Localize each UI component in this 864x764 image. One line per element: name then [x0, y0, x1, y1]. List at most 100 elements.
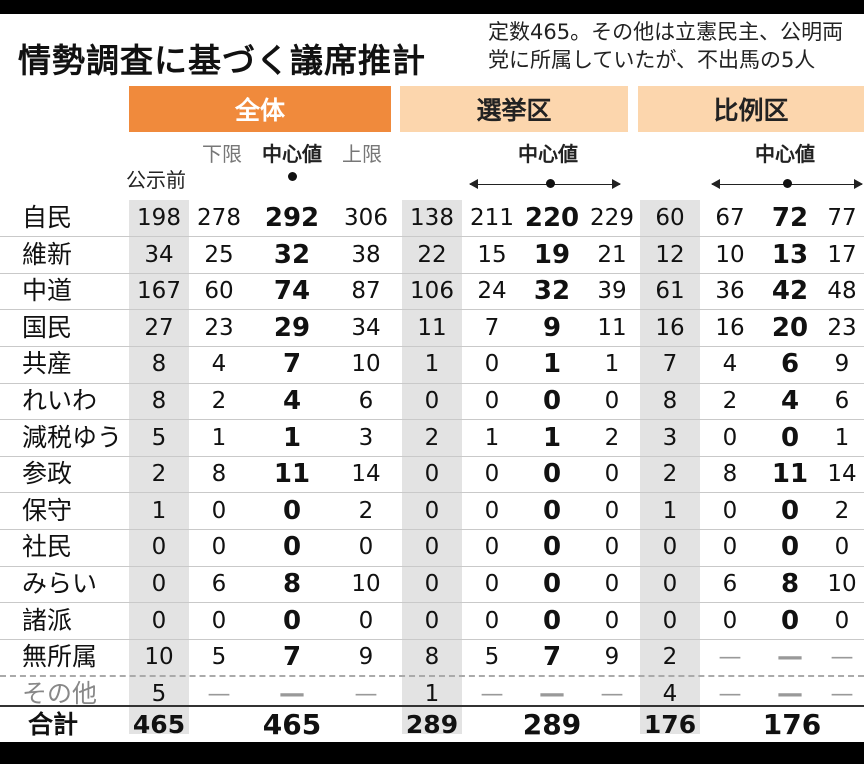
- seat-value: 32: [273, 239, 311, 270]
- seat-value: 11: [417, 314, 447, 341]
- district-total-center: 289: [522, 708, 582, 741]
- seat-value: 17: [827, 241, 857, 268]
- page-title: 情勢調査に基づく議席推計: [18, 41, 426, 80]
- seat-value: 29: [273, 312, 311, 343]
- seat-value: 9: [358, 644, 374, 671]
- seat-value: 6: [722, 571, 738, 597]
- seat-value: 23: [827, 314, 857, 341]
- seat-value: 34: [144, 241, 174, 268]
- party-name: 減税ゆう: [22, 422, 123, 452]
- row-separator: [0, 528, 864, 530]
- seat-value: 0: [211, 497, 227, 524]
- seat-value: —: [777, 678, 803, 709]
- seat-value: 24: [477, 278, 507, 305]
- party-name: れいわ: [22, 386, 98, 415]
- seat-value: 11: [771, 459, 809, 490]
- party-name: 中道: [22, 276, 73, 306]
- seat-value: 0: [542, 495, 562, 526]
- seat-value: 0: [424, 607, 440, 634]
- seat-value: 0: [604, 388, 620, 414]
- seat-value: 167: [137, 278, 181, 305]
- seat-value: 7: [662, 351, 678, 378]
- seat-value: 21: [597, 241, 627, 268]
- seat-value: 2: [604, 424, 620, 451]
- seat-value: 0: [722, 607, 738, 634]
- seat-value: 0: [484, 571, 500, 597]
- seat-value: 4: [722, 351, 738, 378]
- seat-value: 1: [542, 349, 562, 380]
- seat-value: 138: [410, 205, 454, 231]
- seat-value: 11: [273, 459, 311, 490]
- seat-value: 1: [151, 497, 167, 524]
- header-low: 下限: [202, 142, 242, 166]
- seat-value: 1: [424, 351, 440, 378]
- seat-value: 11: [597, 314, 627, 341]
- seat-value: 229: [590, 205, 634, 231]
- pr-center-dot: [783, 179, 792, 188]
- seat-value: 0: [358, 534, 374, 561]
- seat-value: 10: [351, 351, 381, 378]
- seat-value: 14: [827, 461, 857, 488]
- seat-value: 8: [780, 569, 800, 599]
- seat-value: 16: [715, 314, 745, 341]
- seat-value: 8: [722, 461, 738, 488]
- seat-value: 0: [282, 495, 302, 526]
- seat-value: 15: [477, 241, 507, 268]
- seat-value: 0: [424, 497, 440, 524]
- seat-value: 61: [655, 278, 685, 305]
- seat-value: 3: [662, 424, 678, 451]
- seat-value: 1: [424, 680, 440, 707]
- seat-value: 2: [722, 388, 738, 414]
- seat-value: 48: [827, 278, 857, 305]
- seat-value: 8: [662, 388, 678, 414]
- section-pr: 比例区: [638, 86, 864, 132]
- header-high: 上限: [342, 142, 382, 166]
- seat-value: 19: [533, 239, 571, 270]
- seat-value: 6: [834, 388, 850, 414]
- seat-value: 60: [204, 278, 234, 305]
- seat-value: —: [718, 680, 742, 707]
- seat-value: 0: [722, 534, 738, 561]
- seat-value: 0: [424, 388, 440, 414]
- seat-value: 0: [151, 571, 167, 597]
- seat-value: —: [207, 680, 231, 707]
- section-district: 選挙区: [400, 86, 628, 132]
- district-header-center: 中心値: [518, 142, 578, 166]
- seat-value: —: [539, 678, 565, 709]
- row-separator: [0, 419, 864, 421]
- row-separator: [0, 382, 864, 384]
- seat-value: 2: [358, 497, 374, 524]
- seat-value: 1: [662, 497, 678, 524]
- seat-value: 7: [542, 642, 562, 673]
- before-column-shade: [129, 200, 189, 734]
- seat-value: —: [354, 680, 378, 707]
- seat-value: 2: [424, 424, 440, 451]
- seat-value: 0: [662, 571, 678, 597]
- seat-value: 7: [484, 314, 500, 341]
- seat-value: 27: [144, 314, 174, 341]
- seat-value: 5: [484, 644, 500, 671]
- seat-value: 0: [542, 532, 562, 563]
- seat-value: 42: [771, 276, 809, 307]
- seat-value: 278: [197, 205, 241, 231]
- seat-value: —: [480, 680, 504, 707]
- center-marker-dot: [288, 172, 297, 181]
- seat-value: 22: [417, 241, 447, 268]
- total-separator: [0, 705, 864, 707]
- seat-value: 4: [211, 351, 227, 378]
- seat-value: 16: [655, 314, 685, 341]
- row-separator: [0, 455, 864, 457]
- seat-value: 2: [662, 644, 678, 671]
- row-separator: [0, 602, 864, 604]
- seat-value: —: [279, 678, 305, 709]
- seat-value: 0: [780, 532, 800, 563]
- seat-value: 20: [771, 312, 809, 343]
- total-center: 465: [262, 708, 322, 741]
- seat-value: 0: [484, 388, 500, 414]
- seat-value: 34: [351, 314, 381, 341]
- seat-value: 7: [282, 349, 302, 380]
- seat-value: 6: [211, 571, 227, 597]
- district-total-before: 289: [405, 710, 459, 739]
- row-separator: [0, 638, 864, 640]
- seat-value: 1: [834, 424, 850, 451]
